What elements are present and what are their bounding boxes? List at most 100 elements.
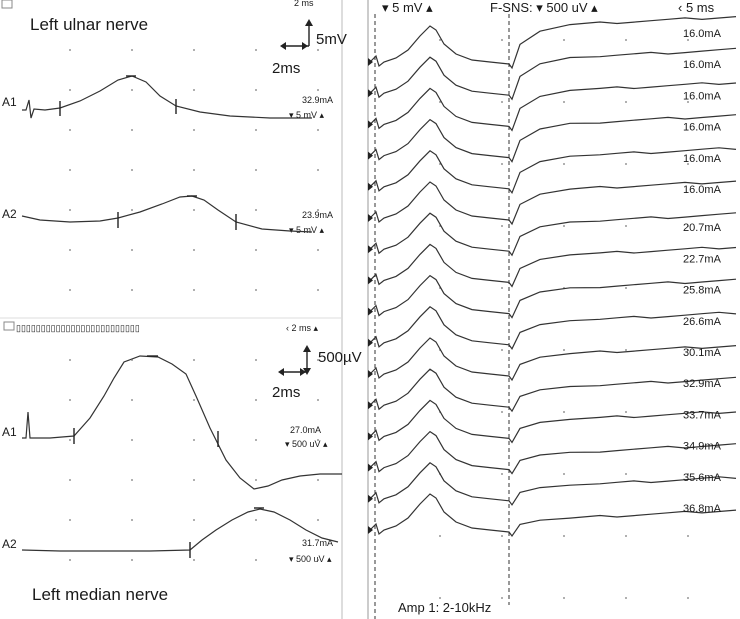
grid-dot xyxy=(563,349,565,351)
fwave-intensity: 16.0mA xyxy=(683,184,722,196)
grid-dot xyxy=(69,289,71,291)
fwave-intensity: 32.9mA xyxy=(683,378,722,390)
fwave-intensity: 16.0mA xyxy=(683,122,722,134)
ulnar-panel: Left ulnar nerve 2 ms 5mV 2ms A1 32.9mA … xyxy=(1,0,347,235)
grid-dot xyxy=(255,49,257,51)
fwave-trace xyxy=(369,47,737,101)
grid-dot xyxy=(69,209,71,211)
ulnar-a2-label: A2 xyxy=(2,207,17,221)
grid-dots xyxy=(69,39,689,599)
fwave-intensity: 20.7mA xyxy=(683,222,722,234)
grid-dot xyxy=(317,209,319,211)
grid-dot xyxy=(625,39,627,41)
ulnar-a2-gain: ▾ 5 mV ▴ xyxy=(289,225,325,235)
grid-dot xyxy=(69,249,71,251)
grid-dot xyxy=(563,39,565,41)
grid-dot xyxy=(131,49,133,51)
ulnar-scale-bar xyxy=(280,19,313,50)
fwave-intensity: 35.6mA xyxy=(683,472,722,484)
grid-dot xyxy=(563,411,565,413)
grid-dot xyxy=(317,439,319,441)
sweep-marker xyxy=(368,463,373,472)
grid-dot xyxy=(255,209,257,211)
fwave-trace xyxy=(369,147,737,195)
grid-dot xyxy=(69,169,71,171)
grid-dot xyxy=(501,535,503,537)
grid-dot xyxy=(687,535,689,537)
grid-dot xyxy=(317,249,319,251)
grid-dot xyxy=(501,287,503,289)
median-title: Left median nerve xyxy=(32,585,168,604)
ulnar-time-header: 2 ms xyxy=(294,0,314,8)
grid-dot xyxy=(255,399,257,401)
median-a1-gain: ▾ 500 uV ▴ xyxy=(285,439,328,449)
grid-dot xyxy=(193,479,195,481)
fwave-intensity: 22.7mA xyxy=(683,253,722,265)
fwave-intensity: 30.1mA xyxy=(683,347,722,359)
grid-dot xyxy=(625,225,627,227)
median-scale-time: 2ms xyxy=(272,384,300,401)
sweep-marker xyxy=(368,214,373,222)
grid-dot xyxy=(501,349,503,351)
grid-dot xyxy=(625,473,627,475)
grid-dot xyxy=(317,289,319,291)
median-a1-trace xyxy=(22,355,342,490)
fwave-trace xyxy=(369,243,737,288)
ulnar-a1-label: A1 xyxy=(2,95,17,109)
median-a2-intensity: 31.7mA xyxy=(302,538,333,548)
grid-dot xyxy=(69,359,71,361)
grid-dot xyxy=(131,439,133,441)
sweep-marker xyxy=(368,58,373,66)
fwave-trace xyxy=(369,82,737,132)
fwave-footer: Amp 1: 2-10kHz xyxy=(398,600,491,615)
grid-dot xyxy=(439,597,441,599)
grid-dot xyxy=(317,359,319,361)
grid-dot xyxy=(193,289,195,291)
median-scale-bar xyxy=(278,345,311,376)
sweep-marker xyxy=(368,120,373,129)
window-icon xyxy=(1,0,13,9)
grid-dot xyxy=(193,89,195,91)
median-time-header: ‹ 2 ms ▴ xyxy=(286,323,319,333)
grid-dot xyxy=(69,439,71,441)
sweep-marker xyxy=(368,151,373,160)
grid-dot xyxy=(439,535,441,537)
ulnar-scale-voltage: 5mV xyxy=(316,31,347,48)
grid-dot xyxy=(131,289,133,291)
fwave-intensity: 25.8mA xyxy=(683,285,722,297)
ulnar-scale-time: 2ms xyxy=(272,60,300,77)
grid-dot xyxy=(255,169,257,171)
fwave-intensity: 36.8mA xyxy=(683,503,722,515)
sweep-marker xyxy=(368,526,373,534)
grid-dot xyxy=(439,39,441,41)
fwave-trace xyxy=(369,180,737,226)
grid-dot xyxy=(563,473,565,475)
grid-dot xyxy=(501,39,503,41)
ulnar-a2-trace xyxy=(21,195,313,233)
fwave-trace xyxy=(369,368,737,413)
fwave-intensity-labels: 16.0mA 16.0mA 16.0mA 16.0mA 16.0mA 16.0mA 20.7… xyxy=(683,28,722,515)
grid-dot xyxy=(687,597,689,599)
grid-dot xyxy=(193,399,195,401)
fwave-intensity: 26.6mA xyxy=(683,316,722,328)
grid-dot xyxy=(131,249,133,251)
fwave-trace xyxy=(369,306,737,350)
grid-dot xyxy=(317,399,319,401)
grid-dot xyxy=(255,479,257,481)
grid-dot xyxy=(131,359,133,361)
grid-dot xyxy=(69,49,71,51)
grid-dot xyxy=(317,479,319,481)
fwave-trace xyxy=(369,399,737,444)
grid-dot xyxy=(255,359,257,361)
grid-dot xyxy=(317,89,319,91)
grid-dot xyxy=(317,129,319,131)
sweep-marker xyxy=(368,370,373,378)
grid-dot xyxy=(255,519,257,521)
grid-dot xyxy=(193,249,195,251)
grid-dot xyxy=(501,597,503,599)
grid-dot xyxy=(501,101,503,103)
median-a1-intensity: 27.0mA xyxy=(290,425,321,435)
grid-dot xyxy=(131,399,133,401)
grid-dot xyxy=(131,129,133,131)
grid-dot xyxy=(193,169,195,171)
